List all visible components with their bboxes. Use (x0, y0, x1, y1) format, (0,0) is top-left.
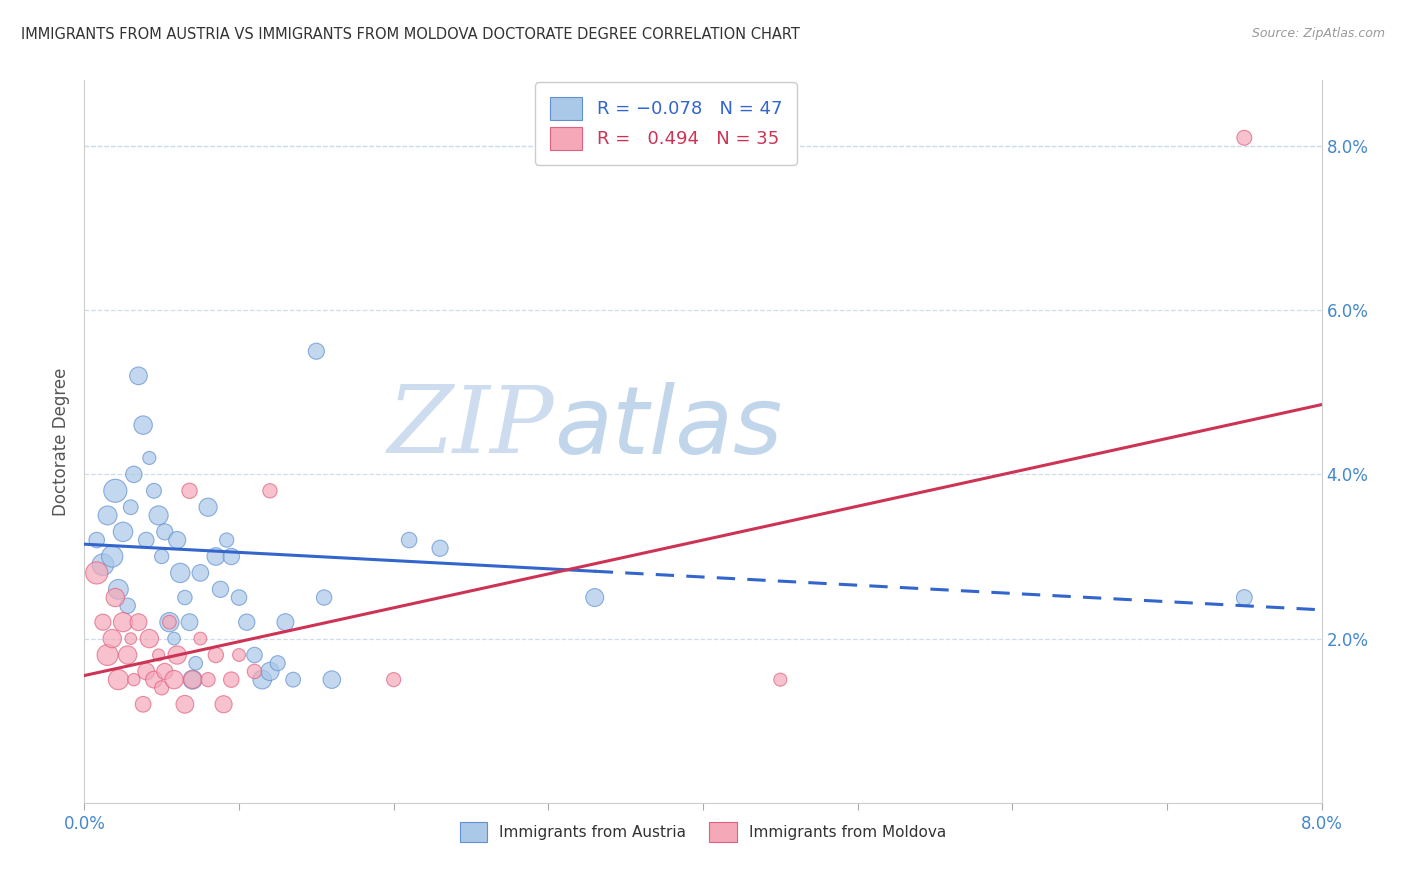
Point (96, 648, 118, 662)
Point (281, 673, 305, 687)
Point (219, 549, 242, 564)
Point (174, 591, 197, 605)
Text: ZIP: ZIP (388, 382, 554, 472)
Point (174, 698, 197, 712)
Point (148, 508, 170, 523)
Point (132, 698, 155, 712)
Point (107, 582, 129, 597)
Point (117, 599, 139, 613)
Point (1233, 591, 1256, 605)
Point (267, 657, 290, 671)
Point (150, 549, 173, 564)
Point (120, 500, 142, 515)
Point (197, 673, 219, 687)
Point (117, 648, 139, 662)
Point (96, 508, 118, 523)
Text: atlas: atlas (554, 382, 783, 473)
Point (150, 681, 173, 695)
Point (250, 673, 273, 687)
Point (243, 665, 266, 679)
Point (188, 566, 212, 580)
Point (184, 657, 207, 671)
Point (104, 591, 127, 605)
Point (101, 549, 124, 564)
Point (274, 615, 297, 630)
Point (153, 524, 176, 539)
Point (179, 483, 201, 498)
Point (228, 591, 250, 605)
Point (169, 566, 191, 580)
Point (205, 549, 228, 564)
Point (163, 673, 186, 687)
Text: IMMIGRANTS FROM AUSTRIA VS IMMIGRANTS FROM MOLDOVA DOCTORATE DEGREE CORRELATION : IMMIGRANTS FROM AUSTRIA VS IMMIGRANTS FR… (21, 27, 800, 42)
Point (86, 566, 108, 580)
Point (243, 648, 266, 662)
Point (305, 344, 328, 359)
Point (86, 533, 108, 547)
Point (120, 632, 142, 646)
Point (166, 533, 188, 547)
Point (215, 533, 238, 547)
Point (153, 665, 176, 679)
Point (107, 673, 129, 687)
Point (769, 673, 792, 687)
Point (314, 591, 336, 605)
Point (219, 673, 242, 687)
Point (181, 673, 204, 687)
Point (101, 632, 124, 646)
Point (127, 368, 149, 383)
Point (166, 648, 188, 662)
Text: Source: ZipAtlas.com: Source: ZipAtlas.com (1251, 27, 1385, 40)
Point (259, 665, 281, 679)
Point (91, 615, 114, 630)
Point (398, 533, 420, 547)
Point (143, 483, 166, 498)
Point (188, 632, 212, 646)
Point (583, 591, 606, 605)
Point (138, 632, 160, 646)
Point (1233, 130, 1256, 145)
Point (179, 615, 201, 630)
Point (143, 673, 166, 687)
Point (159, 615, 180, 630)
Legend: Immigrants from Austria, Immigrants from Moldova: Immigrants from Austria, Immigrants from… (453, 814, 953, 849)
Point (163, 632, 186, 646)
Point (148, 648, 170, 662)
Point (159, 615, 180, 630)
Point (321, 673, 343, 687)
Point (127, 615, 149, 630)
Point (228, 648, 250, 662)
Point (259, 483, 281, 498)
Point (181, 673, 204, 687)
Point (212, 698, 235, 712)
Point (197, 500, 219, 515)
Point (382, 673, 405, 687)
Y-axis label: Doctorate Degree: Doctorate Degree (52, 368, 70, 516)
Point (122, 673, 145, 687)
Point (135, 665, 157, 679)
Point (132, 418, 155, 433)
Point (112, 615, 135, 630)
Point (138, 450, 160, 465)
Point (91, 558, 114, 572)
Point (209, 582, 232, 597)
Point (104, 483, 127, 498)
Point (235, 615, 259, 630)
Point (205, 648, 228, 662)
Point (112, 524, 135, 539)
Point (429, 541, 451, 556)
Point (122, 467, 145, 482)
Point (135, 533, 157, 547)
